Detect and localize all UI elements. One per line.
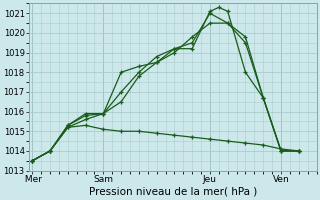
X-axis label: Pression niveau de la mer( hPa ): Pression niveau de la mer( hPa ) [89, 187, 257, 197]
